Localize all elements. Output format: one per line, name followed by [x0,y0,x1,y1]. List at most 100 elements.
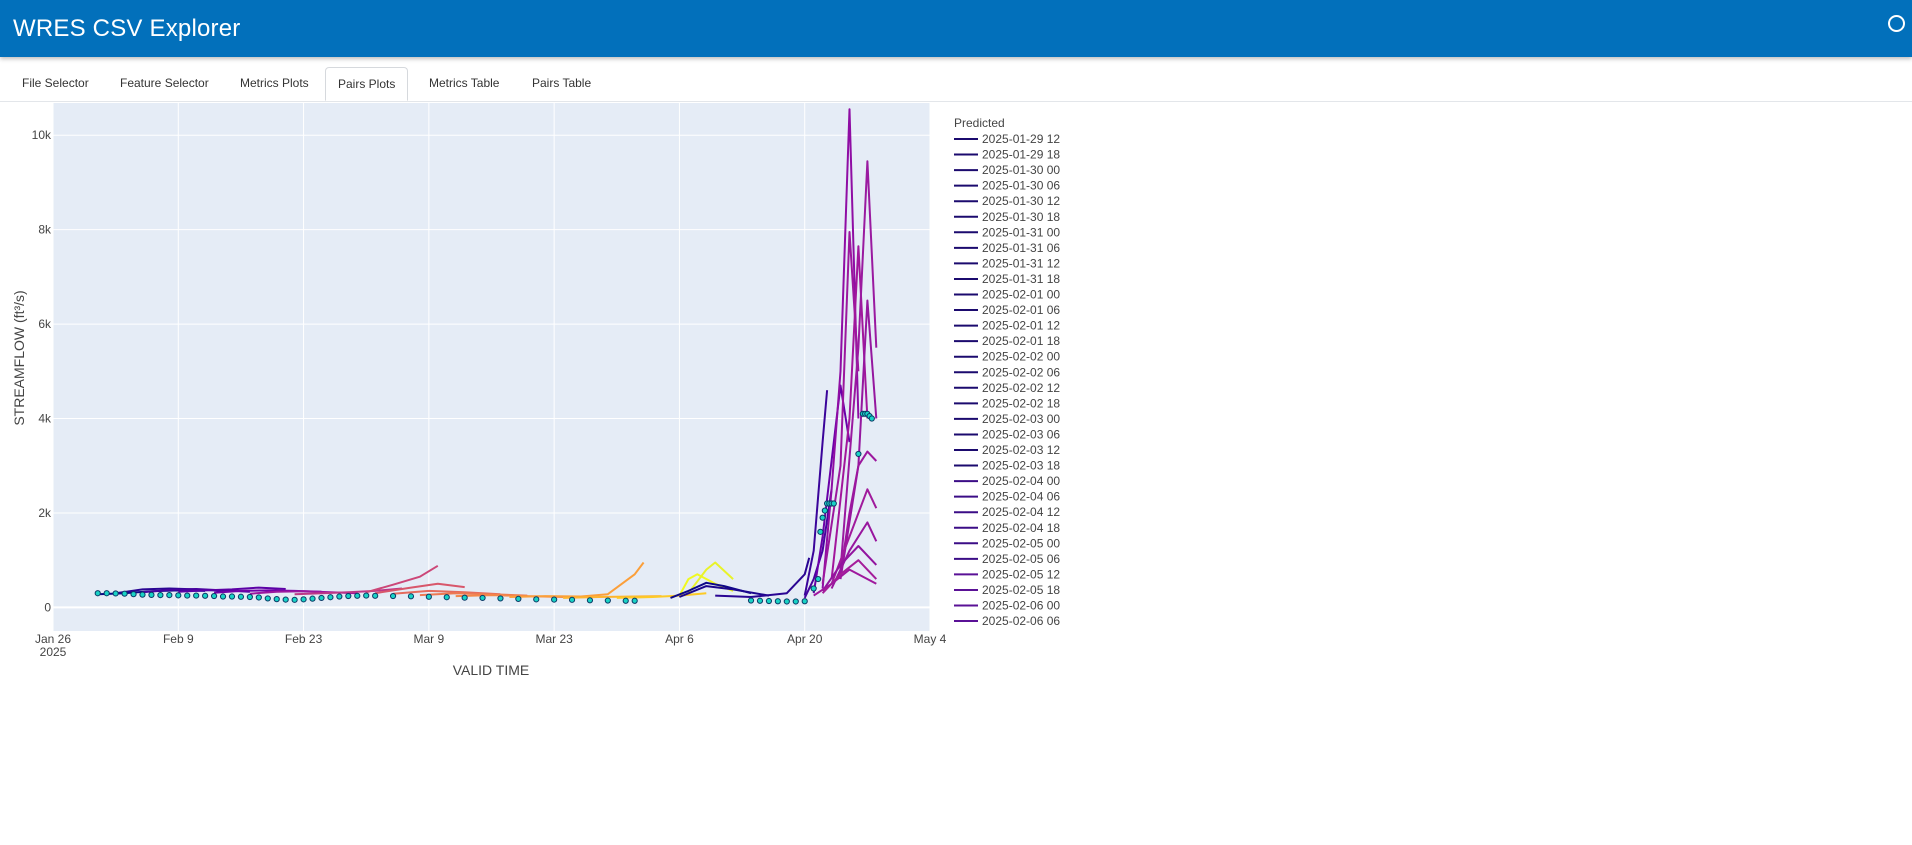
legend-predicted-label[interactable]: 2025-02-06 00 [982,599,1060,613]
observed-point [568,596,576,603]
observed-point [604,597,611,604]
predicted-trace [178,586,286,593]
legend-predicted-label[interactable]: 2025-01-31 18 [982,272,1060,286]
legend-predicted-label[interactable]: 2025-02-03 06 [982,427,1060,441]
legend-predicted-label[interactable]: 2025-02-02 06 [982,365,1060,379]
y-tick-label: 8k [38,223,52,237]
observed-point [121,590,128,597]
legend-predicted-label[interactable]: 2025-02-01 12 [982,319,1060,333]
legend-predicted-label[interactable]: 2025-02-02 18 [982,396,1060,410]
x-tick-sublabel: 2025 [40,645,67,659]
observed-point [345,592,352,600]
legend-predicted-label[interactable]: 2025-01-31 12 [982,256,1060,270]
y-tick-label: 4k [38,412,52,426]
legend-predicted-label[interactable]: 2025-02-04 18 [982,521,1060,535]
legend-predicted-label[interactable]: 2025-02-05 00 [982,536,1060,550]
observed-point [792,598,799,605]
observed-point [586,597,594,604]
legend-predicted-label[interactable]: 2025-02-04 06 [982,490,1060,504]
observed-point [264,595,271,602]
legend-predicted-label[interactable]: 2025-02-05 06 [982,552,1060,566]
observed-point [868,415,875,422]
observed-point [425,593,432,600]
predicted-trace [821,545,878,592]
predicted-traces [97,108,878,599]
legend-observed-label[interactable]: Observed [982,103,1034,105]
predicted-trace [687,561,734,594]
observed-point [193,592,200,599]
legend-predicted-group-title: Predicted [954,116,1005,130]
observed-point [273,596,280,603]
predicted-trace [839,160,878,570]
observed-point [774,598,781,605]
tab-pairs-plots[interactable]: Pairs Plots [325,67,409,101]
legend-predicted-label[interactable]: 2025-01-31 00 [982,225,1060,239]
predicted-trace [821,231,860,584]
y-tick-label: 2k [38,506,52,520]
observed-point [318,594,325,602]
legend-predicted-label[interactable]: 2025-01-30 12 [982,194,1060,208]
legend-predicted-label[interactable]: 2025-02-03 18 [982,459,1060,473]
legend-predicted-label[interactable]: 2025-02-04 00 [982,474,1060,488]
observed-point [783,598,790,605]
y-tick-label: 0 [44,600,51,614]
observed-point [166,592,173,599]
observed-point [139,591,146,598]
legend[interactable]: Observed Predicted 2025-01-29 12 2025-01-29… [954,103,1060,628]
observed-point [515,595,522,602]
observed-point [112,590,119,597]
tab-metrics-table[interactable]: Metrics Table [429,76,500,90]
predicted-trace [812,384,851,594]
legend-predicted-label[interactable]: 2025-02-05 18 [982,583,1060,597]
legend-predicted-label[interactable]: 2025-01-30 06 [982,179,1060,193]
legend-predicted-label[interactable]: 2025-02-05 12 [982,567,1060,581]
legend-predicted-label[interactable]: 2025-01-29 12 [982,132,1060,146]
observed-point [184,592,191,599]
observed-point [210,592,218,600]
status-indicator-icon [1888,15,1905,32]
legend-predicted-label[interactable]: 2025-01-30 18 [982,210,1060,224]
legend-predicted-label[interactable]: 2025-02-01 00 [982,288,1060,302]
tab-bar: File Selector Feature Selector Metrics P… [0,67,1912,102]
observed-point [747,597,755,604]
observed-point [291,596,298,603]
legend-predicted-label[interactable]: 2025-02-01 06 [982,303,1060,317]
legend-predicted-label[interactable]: 2025-02-02 12 [982,381,1060,395]
predicted-trace [813,568,877,597]
legend-predicted-label[interactable]: 2025-01-31 06 [982,241,1060,255]
legend-predicted-label[interactable]: 2025-01-30 00 [982,163,1060,177]
legend-predicted-label[interactable]: 2025-02-01 18 [982,334,1060,348]
observed-point [830,500,837,507]
observed-point [336,593,343,600]
x-tick-label: Feb 9 [163,632,194,646]
tab-pairs-table[interactable]: Pairs Table [532,76,592,90]
predicted-trace [365,564,439,594]
x-tick-label: Apr 20 [787,632,823,646]
legend-predicted-label[interactable]: 2025-02-02 00 [982,350,1060,364]
observed-point [389,592,397,600]
observed-point [148,591,155,598]
tab-file-selector[interactable]: File Selector [22,76,89,90]
legend-predicted-label[interactable]: 2025-02-03 00 [982,412,1060,426]
predicted-trace [830,521,878,589]
observed-point [372,592,379,599]
tab-feature-selector[interactable]: Feature Selector [120,76,209,90]
x-tick-label: Jan 26 [35,632,71,646]
observed-point [551,596,558,603]
predicted-trace [839,299,878,580]
observed-point [219,593,227,600]
observed-point [202,592,209,599]
app-header: WRES CSV Explorer [0,0,1912,57]
observed-point [855,450,862,458]
predicted-trace [839,450,878,575]
legend-predicted-label[interactable]: 2025-01-29 18 [982,148,1060,162]
legend-predicted-label[interactable]: 2025-02-04 12 [982,505,1060,519]
x-tick-label: May 4 [914,632,947,646]
legend-predicted-label[interactable]: 2025-02-03 12 [982,443,1060,457]
legend-predicted-label[interactable]: 2025-02-06 06 [982,614,1060,628]
tab-metrics-plots[interactable]: Metrics Plots [240,76,309,90]
observed-point [309,595,316,602]
pairs-plot-chart[interactable]: Jan 26 2025 Feb 9 Feb 23 Mar 9 Mar 23 Apr 6 Apr… [0,103,1912,845]
